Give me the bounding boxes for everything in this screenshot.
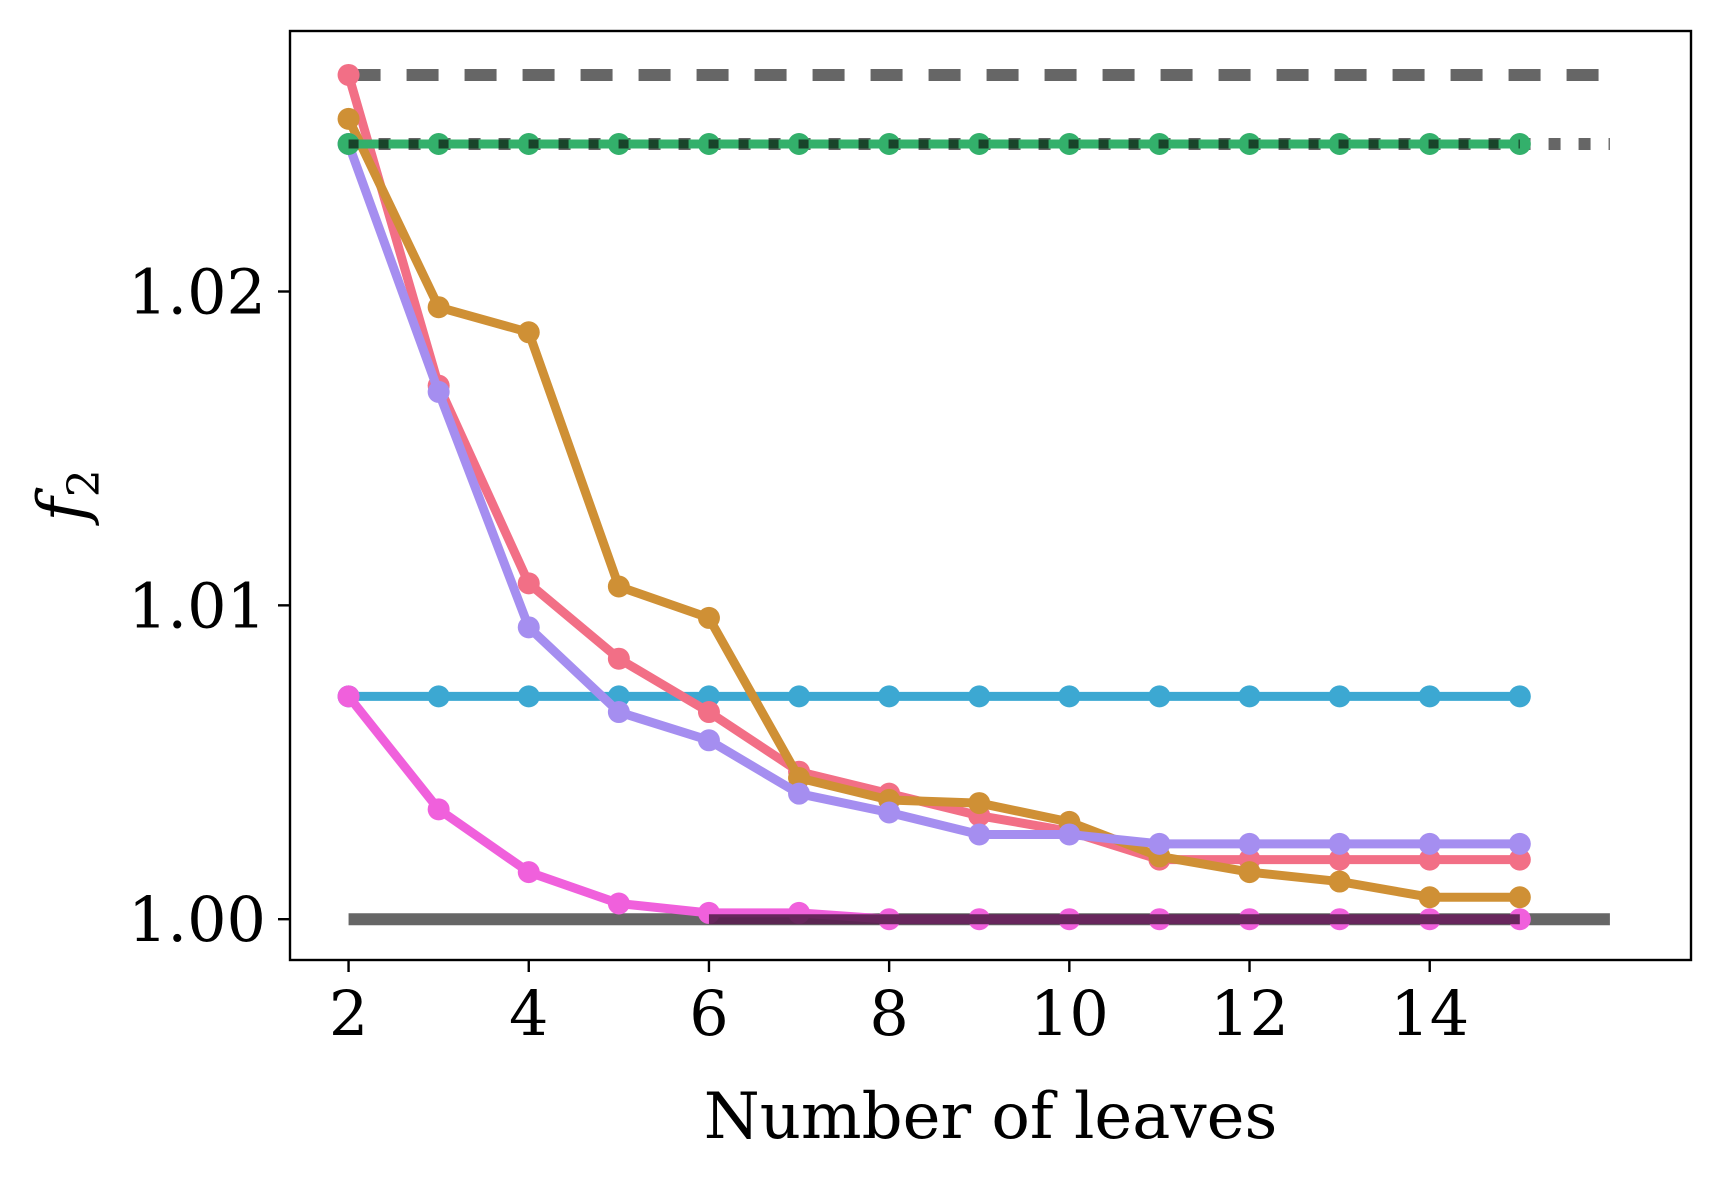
data-point [427, 296, 450, 319]
axes-frame [288, 29, 1693, 962]
data-point [697, 729, 720, 752]
data-point [1508, 832, 1531, 855]
data-point [607, 647, 630, 670]
data-point [968, 823, 991, 846]
data-point [968, 685, 991, 708]
data-point [337, 107, 360, 130]
data-point [1148, 832, 1171, 855]
plot-area [337, 63, 1610, 931]
data-point [607, 575, 630, 598]
x-axis: 2 4 6 8 10 12 14 [329, 960, 1469, 1050]
data-point [517, 861, 540, 884]
x-tick-label: 10 [1030, 977, 1109, 1050]
data-point [1238, 861, 1261, 884]
data-point [427, 380, 450, 403]
data-point [517, 321, 540, 344]
x-tick-label: 8 [869, 977, 908, 1050]
series-line [344, 139, 1525, 849]
data-point [697, 701, 720, 724]
data-point [1328, 832, 1351, 855]
data-point [1238, 685, 1261, 708]
data-point [1328, 685, 1351, 708]
data-point [1508, 848, 1531, 871]
x-tick-label: 2 [329, 977, 368, 1050]
data-point [697, 685, 720, 708]
data-point [1508, 886, 1531, 909]
data-point [788, 782, 811, 805]
data-point [1418, 832, 1441, 855]
data-point [427, 685, 450, 708]
data-point [607, 892, 630, 915]
x-tick-label: 6 [689, 977, 728, 1050]
data-point [1058, 685, 1081, 708]
data-point [697, 606, 720, 629]
x-tick-label: 14 [1390, 977, 1469, 1050]
x-axis-label: Number of leaves [704, 1080, 1278, 1154]
data-point [1328, 848, 1351, 871]
y-tick-label: 1.00 [128, 883, 266, 956]
data-point [878, 685, 901, 708]
data-point [517, 685, 540, 708]
y-tick-label: 1.02 [128, 255, 266, 328]
y-axis-label-subscript: 2 [59, 469, 110, 497]
data-point [1328, 870, 1351, 893]
data-point [1418, 886, 1441, 909]
y-axis-label-text: f2 [24, 469, 110, 526]
data-point [517, 616, 540, 639]
x-tick-label: 12 [1210, 977, 1289, 1050]
data-point [1058, 823, 1081, 846]
data-point [788, 685, 811, 708]
data-point [1148, 685, 1171, 708]
y-axis: 1.00 1.01 1.02 [128, 255, 290, 956]
data-point [1418, 848, 1441, 871]
data-point [968, 792, 991, 815]
data-point [1238, 832, 1261, 855]
data-point [1508, 685, 1531, 708]
series-3 [337, 107, 1531, 909]
data-point [1418, 685, 1441, 708]
y-tick-label: 1.01 [128, 569, 266, 642]
data-point [788, 766, 811, 789]
series-4 [337, 132, 1531, 855]
data-point [878, 801, 901, 824]
data-point [427, 798, 450, 821]
data-point [337, 685, 360, 708]
series-line [344, 114, 1525, 902]
data-point [607, 701, 630, 724]
series-6 [337, 132, 1531, 155]
x-tick-label: 4 [509, 977, 548, 1050]
y-axis-label: f2 [24, 469, 110, 526]
data-point [517, 572, 540, 595]
data-point [337, 63, 360, 86]
